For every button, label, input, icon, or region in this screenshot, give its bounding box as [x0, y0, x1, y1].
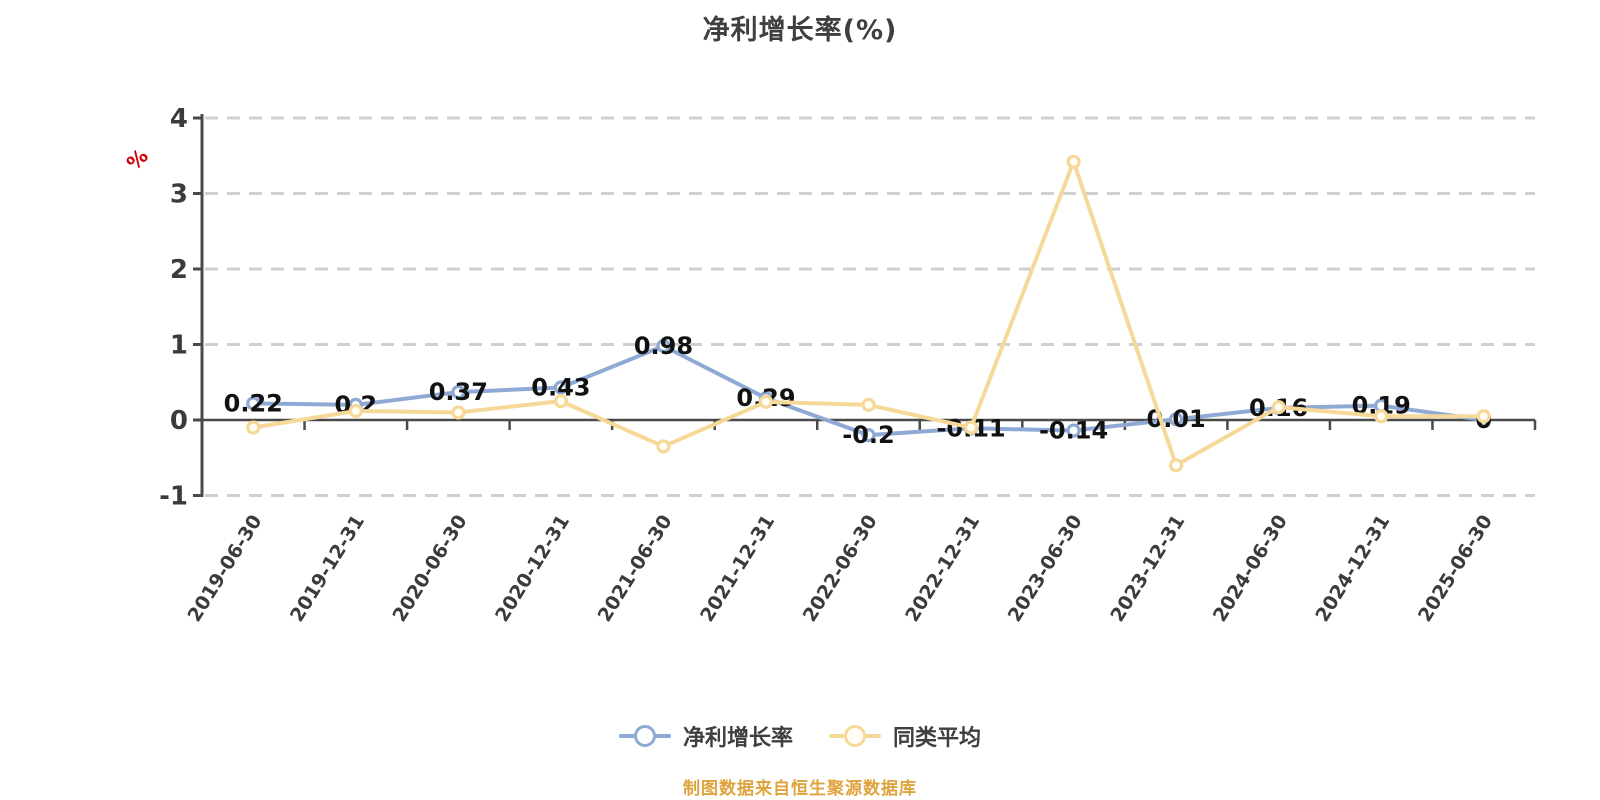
data-point-marker — [861, 428, 876, 443]
x-tick-label: 2021-06-30 — [594, 511, 677, 626]
x-tick-label: 2024-12-31 — [1311, 511, 1394, 626]
x-tick-label: 2024-06-30 — [1209, 511, 1292, 626]
legend-item-category-average[interactable]: 同类平均 — [829, 720, 981, 752]
data-point-marker — [553, 380, 568, 395]
data-point-marker — [861, 397, 876, 412]
data-point-marker — [1066, 423, 1081, 438]
data-point-marker — [451, 384, 466, 400]
data-point-marker — [656, 338, 671, 354]
data-point-marker — [1271, 400, 1286, 415]
x-tick-label: 2019-12-31 — [286, 511, 369, 626]
x-tick-label: 2023-12-31 — [1106, 511, 1189, 626]
value-label: -0.2 — [842, 421, 894, 449]
x-tick-label: 2019-06-30 — [183, 511, 266, 626]
y-tick-label: 1 — [170, 331, 188, 361]
y-tick-label: -1 — [159, 482, 188, 512]
value-label: -0.14 — [1039, 417, 1108, 445]
y-tick-label: 3 — [170, 180, 188, 210]
x-tick-label: 2025-06-30 — [1414, 511, 1497, 626]
data-point-marker — [1169, 412, 1184, 427]
data-point-marker — [553, 394, 568, 409]
legend: 净利增长率 同类平均 — [0, 712, 1600, 760]
data-point-marker — [246, 396, 261, 411]
data-point-marker — [758, 394, 774, 409]
value-label: 0.22 — [224, 389, 283, 417]
x-tick-label: 2022-12-31 — [901, 511, 984, 626]
legend-label: 同类平均 — [893, 726, 982, 751]
y-axis-unit-label: % — [122, 144, 153, 175]
line-marker-icon — [829, 723, 881, 749]
y-tick-label: 0 — [170, 406, 188, 436]
data-point-marker — [1476, 409, 1491, 424]
data-point-marker — [246, 420, 261, 435]
data-point-marker — [1374, 409, 1389, 424]
y-tick-label: 4 — [170, 104, 188, 134]
data-point-marker — [348, 403, 363, 419]
x-tick-label: 2020-06-30 — [389, 511, 472, 626]
data-point-marker — [656, 439, 671, 454]
legend-item-net-profit-growth[interactable]: 净利增长率 — [618, 720, 793, 752]
y-tick-label: 2 — [170, 255, 188, 285]
legend-label: 净利增长率 — [682, 726, 793, 751]
x-tick-label: 2023-06-30 — [1004, 511, 1087, 626]
value-label: 0.98 — [634, 332, 693, 360]
x-tick-label: 2022-06-30 — [799, 511, 882, 626]
chart-title: 净利增长率(%) — [702, 15, 898, 46]
data-point-marker — [451, 405, 466, 420]
data-point-marker — [963, 420, 979, 435]
line-marker-icon — [618, 723, 671, 749]
data-point-marker — [1066, 154, 1081, 169]
footer-note: 制图数据来自恒生聚源数据库 — [683, 779, 917, 799]
data-point-marker — [1169, 458, 1184, 473]
x-tick-label: 2020-12-31 — [491, 511, 574, 626]
x-tick-label: 2021-12-31 — [696, 511, 779, 626]
value-label: 0.37 — [429, 378, 488, 406]
